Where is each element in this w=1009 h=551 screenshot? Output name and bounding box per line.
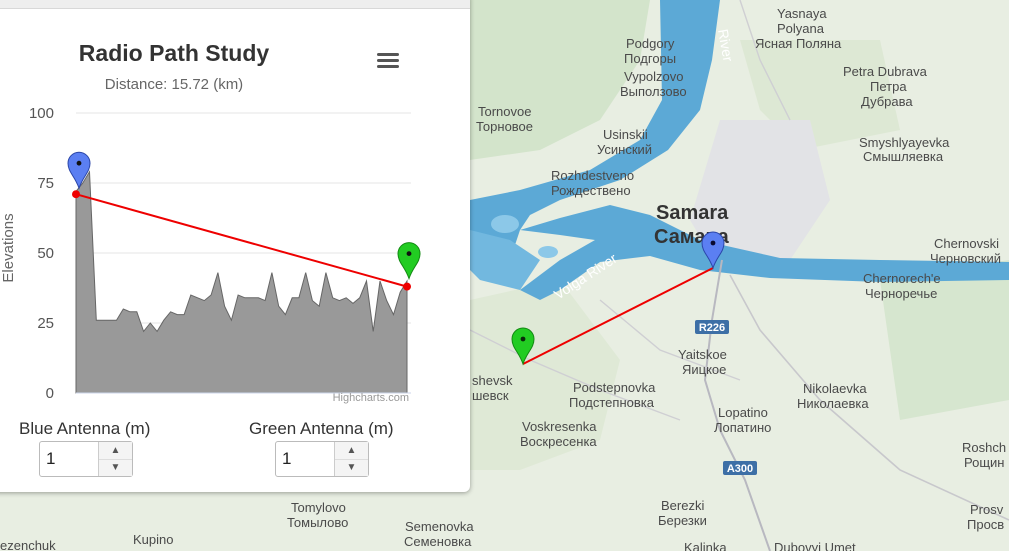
map-place-label: Rozhdestveno (551, 168, 634, 183)
increment-up-icon[interactable]: ▲ (99, 442, 132, 460)
green-marker-icon[interactable] (511, 327, 535, 366)
map-place-label: Yaitskoe (678, 347, 727, 362)
map-place-label: Lopatino (718, 405, 768, 420)
map-place-label: Николаевка (797, 396, 869, 411)
map-place-label: Podstepnovka (573, 380, 656, 395)
map-place-label: Podgory (626, 36, 675, 51)
map-place-label: Kalinka (684, 540, 727, 551)
map-place-label: Chernovski (934, 236, 999, 251)
svg-text:A300: A300 (727, 463, 753, 475)
map-place-label: Усинский (597, 142, 652, 157)
map-place-label: шевск (472, 388, 509, 403)
map-place-label: Kupino (133, 532, 173, 547)
map-place-label: Дубрава (861, 94, 913, 109)
road-shield-a300: A300 (723, 461, 757, 475)
map-place-label: Рождествено (551, 183, 631, 198)
map-place-label: Черноречье (865, 286, 937, 301)
map-place-label: Смышляевка (863, 149, 944, 164)
y-tick-label: 25 (37, 315, 54, 332)
map-place-label: Петра (870, 79, 907, 94)
green-antenna-input[interactable] (280, 446, 336, 472)
map-place-label: Chernorech'e (863, 271, 941, 286)
y-tick-label: 100 (29, 105, 54, 122)
map-place-label: Smyshlyayevka (859, 135, 950, 150)
map-place-label: Семеновка (404, 534, 472, 549)
elevation-chart: 0 25 50 75 100 Elevations Highcharts.com (0, 105, 421, 404)
map-place-label: shevsk (472, 373, 513, 388)
map-place-label: Воскресенка (520, 434, 597, 449)
road-shield-r226: R226 (695, 320, 729, 334)
chart-subtitle: Distance: 15.72 (km) (104, 76, 244, 93)
map-place-label: Торновое (476, 119, 533, 134)
map-place-label: Petra Dubrava (843, 64, 928, 79)
path-start-point (72, 190, 80, 199)
chart-title: Radio Path Study (78, 40, 270, 66)
blue-marker-icon[interactable] (701, 231, 725, 270)
map-place-label: Yasnaya (777, 6, 827, 21)
y-tick-label: 75 (37, 175, 54, 192)
blue-antenna-label: Blue Antenna (m) (19, 419, 151, 438)
elevation-area (75, 170, 408, 394)
y-axis-ticks: 0 25 50 75 100 (29, 105, 54, 402)
map-place-label: Лопатино (714, 420, 771, 435)
map-place-label: Tomylovo (291, 500, 346, 515)
map-place-label: Выползово (620, 84, 687, 99)
radio-path-panel: 0 25 50 75 100 Elevations Highcharts.com Rad… (0, 0, 470, 492)
map-place-label: Roshch (962, 440, 1006, 455)
blue-antenna-input[interactable] (44, 446, 100, 472)
map-place-label: ezenchuk (0, 538, 56, 551)
map-place-label: Просв (967, 517, 1004, 532)
green-antenna-stepper[interactable]: ▲ ▼ (275, 441, 369, 477)
hamburger-menu-icon[interactable] (375, 50, 401, 72)
map-place-label: Подстепновка (569, 395, 655, 410)
y-axis-label: Elevations (0, 213, 17, 282)
svg-text:R226: R226 (699, 322, 725, 334)
decrement-down-icon[interactable]: ▼ (346, 462, 357, 473)
map-place-label: Dubovyi Umet (774, 540, 856, 551)
map-place-label: Томылово (287, 515, 348, 530)
map-place-label: Яицкое (682, 362, 726, 377)
blue-antenna-stepper[interactable]: ▲ ▼ (39, 441, 133, 477)
map-city-label: Samara (656, 202, 729, 224)
map-place-label: Березки (658, 513, 707, 528)
green-antenna-icon (397, 242, 421, 281)
green-antenna-label: Green Antenna (m) (249, 419, 394, 438)
map-place-label: Berezki (661, 498, 704, 513)
increment-up-icon[interactable]: ▲ (335, 442, 368, 460)
map-place-label: Рощин (964, 455, 1004, 470)
map-place-label: Tornovoe (478, 104, 531, 119)
map-place-label: Nikolaevka (803, 381, 867, 396)
highcharts-credit[interactable]: Highcharts.com (333, 392, 409, 404)
y-tick-label: 50 (37, 245, 54, 262)
map-place-label: Ясная Поляна (755, 36, 842, 51)
map-place-label: Подгоры (624, 51, 676, 66)
decrement-down-icon[interactable]: ▼ (110, 462, 121, 473)
river-label: River (715, 28, 736, 63)
map-place-label: Polyana (777, 21, 825, 36)
blue-antenna-icon (67, 151, 91, 190)
map-path-line (522, 267, 714, 365)
map-place-label: Semenovka (405, 519, 474, 534)
panel-top-bar (0, 0, 470, 9)
map-place-label: Usinskii (603, 127, 648, 142)
y-tick-label: 0 (46, 385, 54, 402)
chart-path-line (75, 193, 408, 288)
map-place-label: Voskresenka (522, 419, 597, 434)
path-end-point (403, 282, 411, 291)
map-place-label: Prosv (970, 502, 1004, 517)
map-place-label: Черновский (930, 251, 1001, 266)
map-place-label: Vypolzovo (624, 69, 684, 84)
